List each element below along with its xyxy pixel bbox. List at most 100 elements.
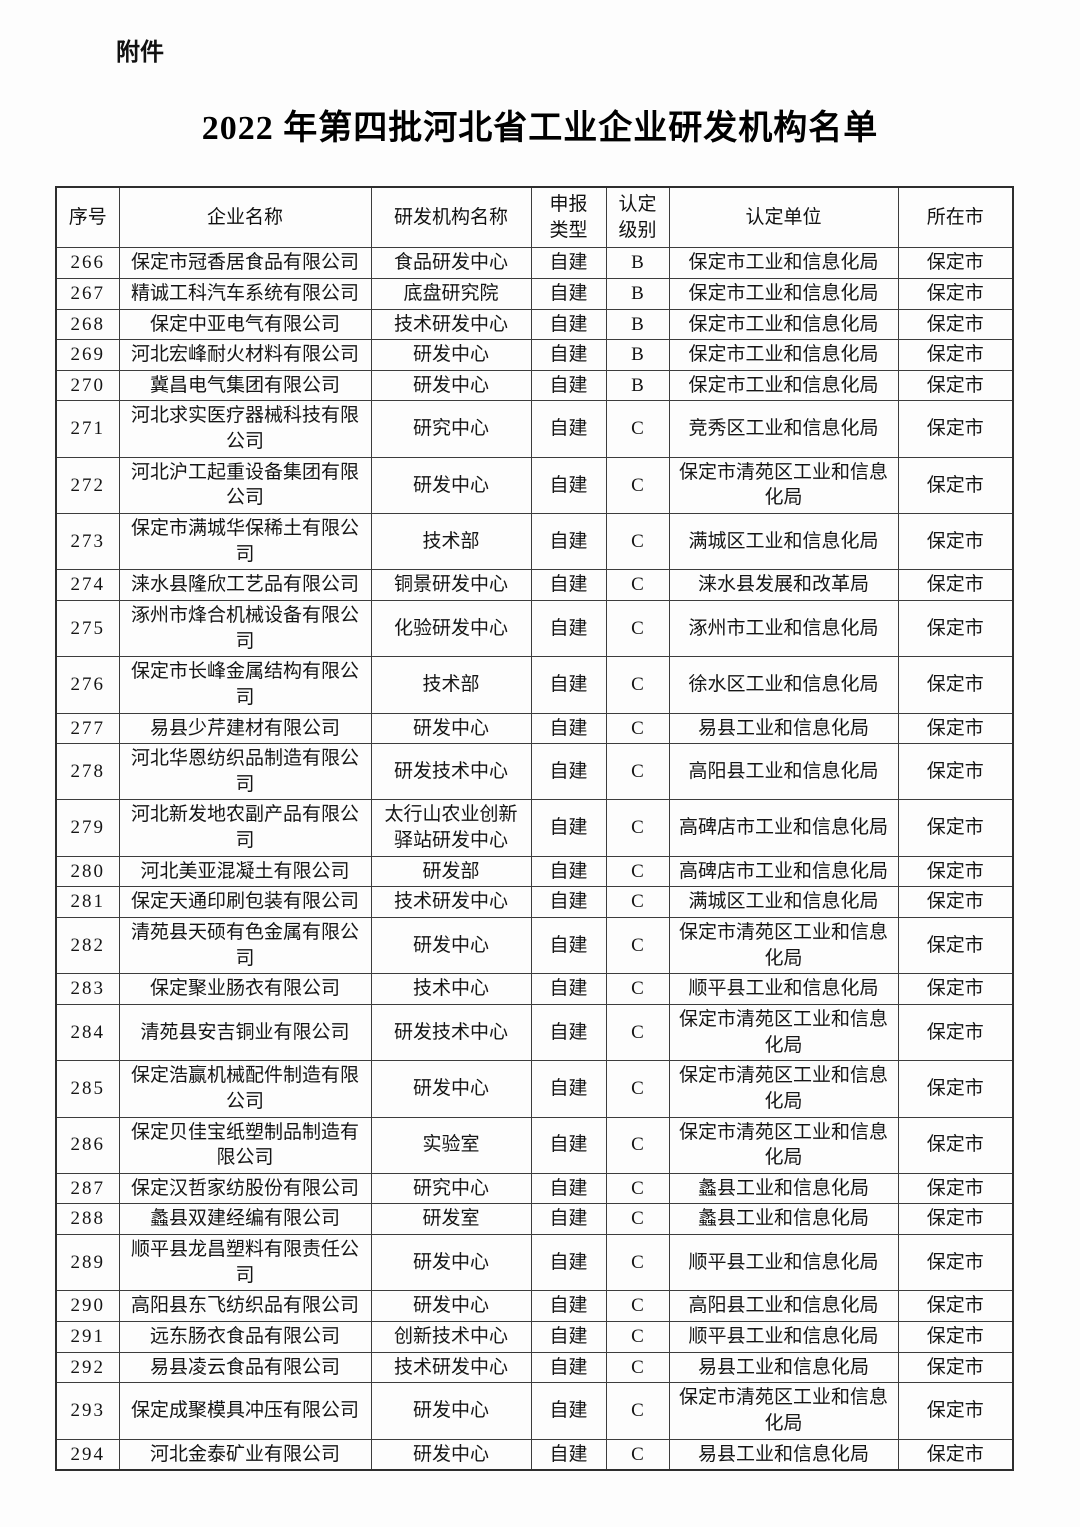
- attachment-label: 附件: [116, 39, 164, 66]
- table-cell-authority: 高阳县工业和信息化局: [668, 743, 899, 801]
- table-cell-company: 河北沪工起重设备集团有限公司: [118, 456, 372, 515]
- table-row: 273 保定市满城华保稀土有限公司 技术部 自建 C 满城区工业和信息化局 保定市: [55, 513, 1014, 571]
- table-cell-type: 自建: [530, 339, 607, 371]
- table-cell-institution: 铜景研发中心: [370, 569, 532, 601]
- table-cell-no: 281: [55, 886, 120, 919]
- table-cell-level: C: [605, 656, 670, 714]
- table-cell-type: 自建: [530, 599, 607, 658]
- table-cell-type: 自建: [530, 1351, 607, 1384]
- table-cell-city: 保定市: [897, 743, 1014, 801]
- table-cell-level: C: [605, 456, 670, 515]
- table-cell-type: 自建: [530, 973, 607, 1005]
- table-cell-authority: 易县工业和信息化局: [668, 712, 899, 745]
- table-cell-city: 保定市: [897, 712, 1014, 745]
- table-row: 270 冀昌电气集团有限公司 研发中心 自建 B 保定市工业和信息化局 保定市: [55, 369, 1014, 402]
- table-cell-type: 自建: [530, 855, 607, 888]
- table-cell-level: C: [605, 1003, 670, 1062]
- table-cell-level: C: [605, 855, 670, 888]
- column-header-no: 序号: [55, 186, 120, 249]
- table-cell-company: 高阳县东飞纺织品有限公司: [118, 1290, 372, 1322]
- table-cell-no: 273: [55, 513, 120, 571]
- table-cell-authority: 高碑店市工业和信息化局: [668, 799, 899, 857]
- table-row: 290 高阳县东飞纺织品有限公司 研发中心 自建 C 高阳县工业和信息化局 保定市: [55, 1290, 1014, 1322]
- table-cell-authority: 顺平县工业和信息化局: [668, 1234, 899, 1292]
- table-cell-institution: 研发技术中心: [370, 1003, 532, 1062]
- table-cell-no: 286: [55, 1116, 120, 1174]
- table-cell-company: 保定贝佳宝纸塑制品制造有限公司: [118, 1116, 372, 1174]
- table-cell-level: C: [605, 917, 670, 975]
- table-cell-institution: 研发中心: [370, 369, 532, 402]
- table-cell-authority: 保定市工业和信息化局: [668, 277, 899, 310]
- table-cell-city: 保定市: [897, 1234, 1014, 1292]
- table-cell-city: 保定市: [897, 1172, 1014, 1205]
- table-cell-no: 274: [55, 569, 120, 601]
- table-cell-type: 自建: [530, 400, 607, 458]
- table-cell-level: C: [605, 799, 670, 857]
- table-cell-city: 保定市: [897, 1351, 1014, 1384]
- table-cell-level: C: [605, 1116, 670, 1174]
- table-cell-level: C: [605, 1438, 670, 1471]
- table-cell-type: 自建: [530, 369, 607, 402]
- table-cell-type: 自建: [530, 1290, 607, 1322]
- table-row: 292 易县凌云食品有限公司 技术研发中心 自建 C 易县工业和信息化局 保定市: [55, 1351, 1014, 1384]
- table-cell-authority: 满城区工业和信息化局: [668, 886, 899, 919]
- table-cell-type: 自建: [530, 712, 607, 745]
- table-row: 291 远东肠衣食品有限公司 创新技术中心 自建 C 顺平县工业和信息化局 保定市: [55, 1320, 1014, 1353]
- column-header-city: 所在市: [897, 186, 1014, 249]
- table-row: 277 易县少芹建材有限公司 研发中心 自建 C 易县工业和信息化局 保定市: [55, 712, 1014, 745]
- table-cell-institution: 研究中心: [370, 1172, 532, 1205]
- table-cell-authority: 保定市工业和信息化局: [668, 369, 899, 402]
- table-cell-institution: 技术部: [370, 513, 532, 571]
- table-cell-company: 易县凌云食品有限公司: [118, 1351, 372, 1384]
- table-row: 283 保定聚业肠衣有限公司 技术中心 自建 C 顺平县工业和信息化局 保定市: [55, 973, 1014, 1005]
- table-cell-no: 277: [55, 712, 120, 745]
- table-cell-city: 保定市: [897, 569, 1014, 601]
- table-cell-institution: 食品研发中心: [370, 247, 532, 279]
- table-cell-city: 保定市: [897, 1116, 1014, 1174]
- table-cell-company: 河北求实医疗器械科技有限公司: [118, 400, 372, 458]
- table-row: 276 保定市长峰金属结构有限公司 技术部 自建 C 徐水区工业和信息化局 保定市: [55, 656, 1014, 714]
- table-cell-level: B: [605, 369, 670, 402]
- table-cell-type: 自建: [530, 1172, 607, 1205]
- table-cell-type: 自建: [530, 1116, 607, 1174]
- table-row: 279 河北新发地农副产品有限公司 太行山农业创新驿站研发中心 自建 C 高碑店市工业和信…: [55, 799, 1014, 857]
- table-cell-authority: 保定市工业和信息化局: [668, 339, 899, 371]
- table-cell-level: C: [605, 1320, 670, 1353]
- table-cell-company: 保定汉哲家纺股份有限公司: [118, 1172, 372, 1205]
- table-cell-no: 275: [55, 599, 120, 658]
- table-cell-type: 自建: [530, 1203, 607, 1236]
- table-cell-institution: 研发中心: [370, 1290, 532, 1322]
- table-cell-type: 自建: [530, 277, 607, 310]
- table-container: 序号 企业名称 研发机构名称 申报 类型 认定 级别 认定单位 所在市 266 保定市冠香居食…: [55, 186, 1014, 1472]
- table-cell-authority: 易县工业和信息化局: [668, 1438, 899, 1471]
- table-cell-no: 266: [55, 247, 120, 279]
- table-body: 266 保定市冠香居食品有限公司 食品研发中心 自建 B 保定市工业和信息化局 保定市 267…: [55, 247, 1014, 1471]
- table-cell-no: 276: [55, 656, 120, 714]
- table-cell-authority: 保定市工业和信息化局: [668, 247, 899, 279]
- table-cell-company: 易县少芹建材有限公司: [118, 712, 372, 745]
- table-cell-authority: 竞秀区工业和信息化局: [668, 400, 899, 458]
- table-cell-company: 保定市长峰金属结构有限公司: [118, 656, 372, 714]
- table-cell-authority: 易县工业和信息化局: [668, 1351, 899, 1384]
- table-cell-company: 保定成聚模具冲压有限公司: [118, 1382, 372, 1440]
- table-cell-no: 279: [55, 799, 120, 857]
- table-cell-city: 保定市: [897, 1003, 1014, 1062]
- table-cell-company: 河北宏峰耐火材料有限公司: [118, 339, 372, 371]
- table-row: 286 保定贝佳宝纸塑制品制造有限公司 实验室 自建 C 保定市清苑区工业和信息化局 保定市: [55, 1116, 1014, 1174]
- table-cell-company: 清苑县天硕有色金属有限公司: [118, 917, 372, 975]
- table-cell-no: 292: [55, 1351, 120, 1384]
- table-cell-level: B: [605, 247, 670, 279]
- table-cell-no: 268: [55, 308, 120, 341]
- table-cell-authority: 满城区工业和信息化局: [668, 513, 899, 571]
- table-cell-no: 293: [55, 1382, 120, 1440]
- table-cell-institution: 技术研发中心: [370, 308, 532, 341]
- table-cell-city: 保定市: [897, 917, 1014, 975]
- table-cell-authority: 涞水县发展和改革局: [668, 569, 899, 601]
- table-cell-company: 保定天通印刷包装有限公司: [118, 886, 372, 919]
- table-cell-no: 267: [55, 277, 120, 310]
- table-cell-company: 保定中亚电气有限公司: [118, 308, 372, 341]
- table-cell-authority: 高碑店市工业和信息化局: [668, 855, 899, 888]
- table-cell-type: 自建: [530, 1003, 607, 1062]
- table-cell-city: 保定市: [897, 656, 1014, 714]
